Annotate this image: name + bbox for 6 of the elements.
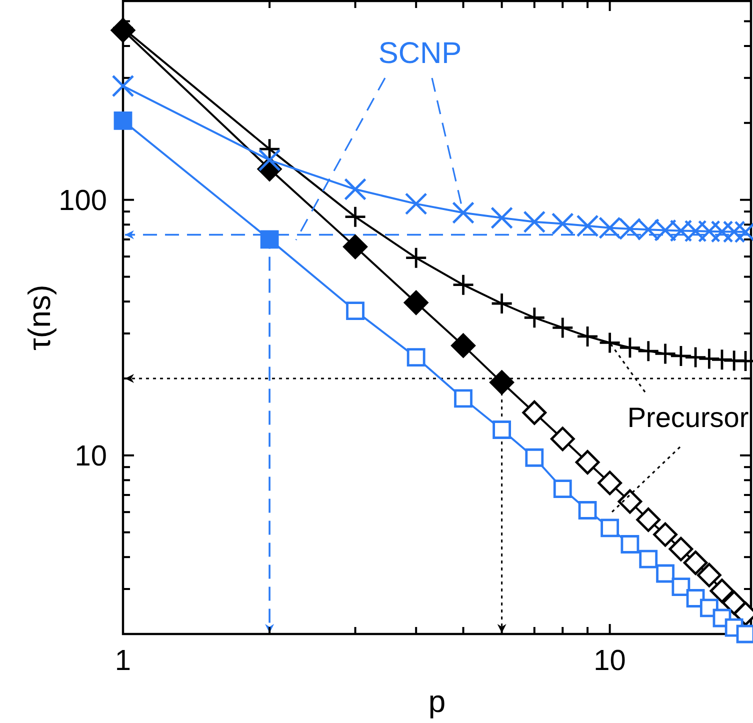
y-axis-title: τ(ns)	[22, 284, 57, 350]
annotation: SCNP	[378, 37, 462, 70]
x-tick-label: 1	[114, 645, 132, 677]
annotation: Precursor	[627, 402, 749, 433]
y-tick-label: 100	[58, 184, 107, 217]
x-axis-title: p	[428, 684, 446, 719]
